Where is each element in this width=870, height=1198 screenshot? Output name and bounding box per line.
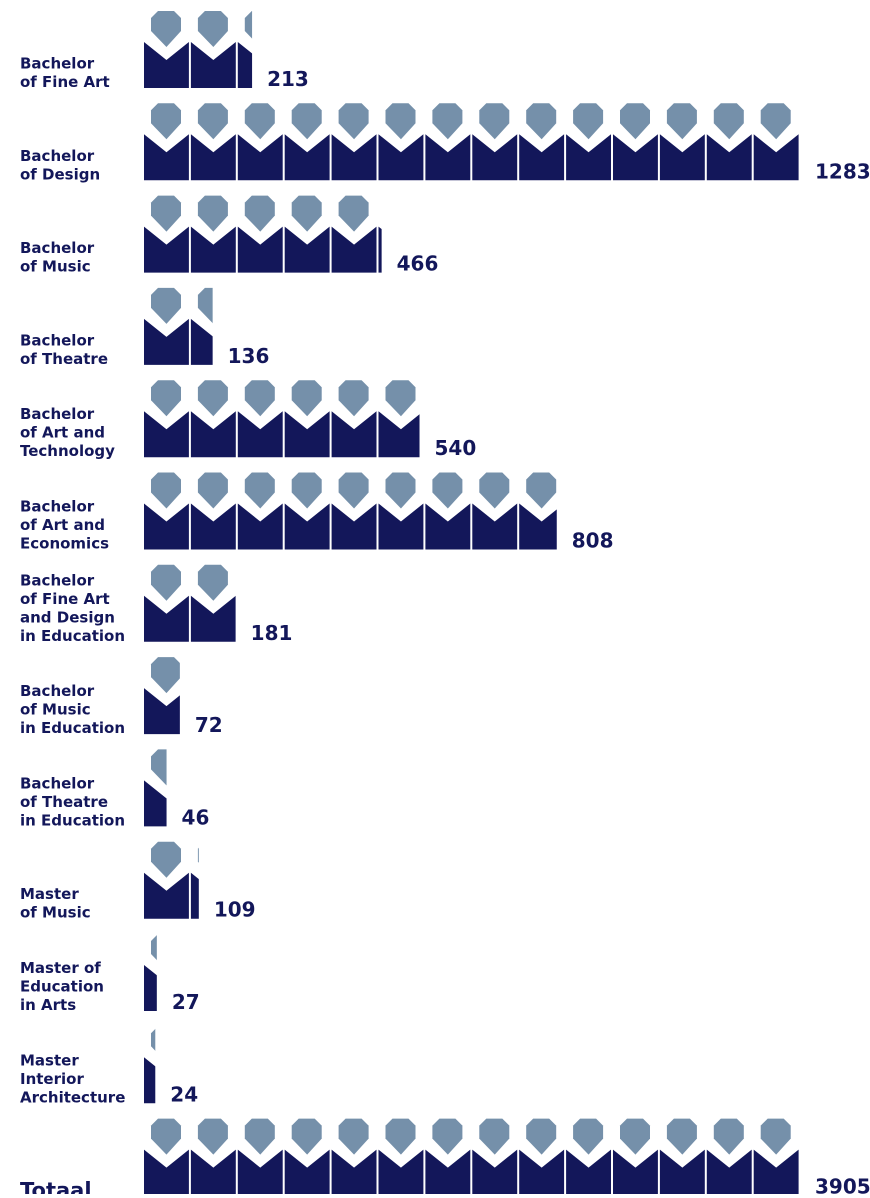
category-label: Bachelor [20,774,95,792]
total-label: Totaal [20,1179,92,1194]
value-label: 466 [397,252,439,276]
value-label: 540 [435,436,477,460]
category-label: Bachelor [20,682,95,700]
category-label: Bachelor [20,571,95,589]
category-label: Technology [20,442,115,460]
pictogram-bar [144,380,420,458]
category-label: Bachelor [20,239,95,257]
pictogram-bar [144,935,157,1011]
category-label: Master [20,1051,79,1069]
value-label: 46 [182,805,210,829]
value-label: 24 [170,1082,198,1106]
category-label: and Design [20,608,115,626]
pictogram-bar [144,195,382,273]
category-label: Economics [20,535,109,553]
category-label: Bachelor [20,498,95,516]
category-label: Bachelor [20,147,95,165]
category-label: Architecture [20,1088,125,1106]
category-label: in Education [20,719,125,737]
category-label: of Music [20,701,91,719]
value-label: 213 [267,67,309,91]
category-label: Master of [20,959,101,977]
category-label: Master [20,885,79,903]
category-label: of Fine Art [20,73,110,91]
category-label: of Theatre [20,350,108,368]
pictogram-bar [144,1029,156,1104]
category-label: Bachelor [20,331,95,349]
category-label: in Arts [20,996,76,1014]
value-label: 136 [228,344,270,368]
value-label: 3905 [815,1175,870,1194]
pictogram-bar [144,287,213,365]
category-label: in Education [20,627,125,645]
value-label: 27 [172,990,200,1014]
value-label: 72 [195,713,223,737]
category-label: Bachelor [20,405,95,423]
category-label: of Art and [20,516,105,534]
pictogram-bar [144,103,799,181]
value-label: 808 [572,529,614,553]
value-label: 181 [251,621,293,645]
category-label: of Design [20,165,100,183]
value-label: 109 [214,898,256,922]
pictogram-bar [144,564,236,642]
pictogram-bar [144,11,253,88]
value-label: 1283 [815,159,870,183]
pictogram-bar [144,841,199,919]
pictogram-bar [144,749,167,827]
pictogram-bar [144,657,180,735]
category-label: of Art and [20,424,105,442]
pictogram-bar [144,1118,799,1196]
category-label: in Education [20,811,125,829]
pictogram-bar [144,472,557,550]
category-label: Bachelor [20,55,95,73]
category-label: Interior [20,1070,84,1088]
category-label: of Music [20,904,91,922]
category-label: Education [20,978,104,996]
category-label: of Fine Art [20,590,110,608]
category-label: of Theatre [20,793,108,811]
category-label: of Music [20,258,91,276]
